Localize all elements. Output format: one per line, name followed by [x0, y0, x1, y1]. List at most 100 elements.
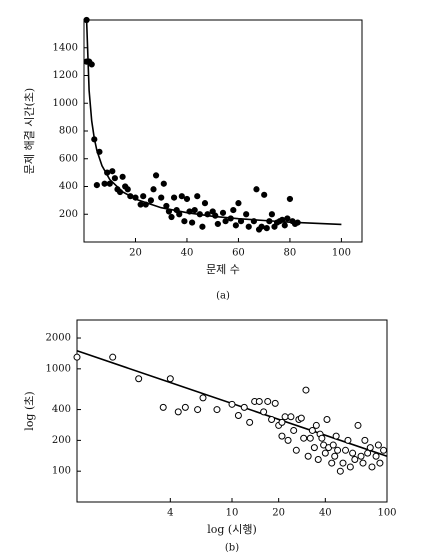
data-point: [91, 136, 98, 143]
data-point: [212, 212, 219, 219]
data-point: [302, 386, 310, 394]
data-point: [194, 406, 202, 414]
data-point: [263, 225, 270, 232]
data-point: [357, 452, 365, 460]
y-tick-label: 100: [52, 466, 71, 477]
y-tick-label: 1200: [53, 70, 78, 81]
data-point: [314, 456, 322, 464]
data-point: [227, 215, 234, 222]
x-tick-label: 20: [272, 508, 285, 519]
data-point: [321, 449, 329, 457]
fit-curve: [85, 19, 342, 226]
y-tick-label: 1000: [53, 98, 78, 109]
data-point: [194, 193, 201, 200]
data-point: [183, 195, 191, 203]
data-point: [245, 223, 252, 230]
data-point: [342, 446, 350, 454]
data-point: [191, 206, 198, 214]
data-point: [380, 446, 388, 454]
data-point: [189, 219, 196, 226]
data-point: [304, 452, 312, 460]
data-point: [174, 408, 182, 416]
data-point: [106, 180, 113, 187]
data-point: [230, 206, 237, 214]
data-point: [163, 202, 170, 210]
data-point: [349, 449, 357, 457]
data-point: [287, 413, 295, 421]
data-point: [278, 418, 286, 426]
data-point: [329, 441, 337, 449]
data-point: [219, 209, 227, 216]
data-point: [73, 353, 81, 361]
data-point: [328, 459, 336, 467]
x-tick-label: 20: [129, 248, 142, 259]
data-point: [111, 175, 118, 182]
data-point: [312, 421, 320, 429]
data-point: [368, 463, 376, 471]
data-point: [331, 452, 339, 460]
data-point: [213, 406, 221, 414]
data-point: [232, 222, 239, 229]
data-point: [235, 200, 242, 207]
data-point: [266, 218, 273, 225]
data-point: [364, 449, 372, 457]
y-tick-label: 200: [59, 209, 78, 220]
y-tick-label: 400: [59, 181, 78, 192]
data-point: [372, 452, 380, 460]
data-point: [300, 434, 308, 442]
y-tick-label: 1000: [46, 363, 71, 374]
data-point: [240, 403, 248, 411]
data-point: [281, 413, 289, 421]
data-point: [83, 16, 90, 24]
data-point: [264, 397, 272, 405]
data-point: [336, 467, 344, 475]
data-point: [332, 432, 340, 440]
data-point: [204, 211, 211, 218]
data-point: [260, 408, 268, 416]
data-point: [268, 211, 276, 218]
x-tick-label: 80: [284, 248, 297, 259]
data-point: [271, 399, 279, 407]
data-point: [96, 148, 103, 155]
data-point: [135, 375, 143, 383]
data-point: [137, 201, 144, 208]
data-point: [170, 194, 178, 201]
data-point: [284, 436, 292, 444]
data-point: [361, 436, 369, 444]
x-axis-label: log (시행): [207, 523, 257, 536]
data-point: [104, 169, 111, 176]
data-point: [306, 434, 314, 442]
x-tick-label: 40: [181, 248, 194, 259]
data-point: [243, 211, 250, 218]
x-tick-label: 10: [226, 508, 239, 519]
y-tick-label: 2000: [46, 333, 71, 344]
data-point: [278, 432, 286, 440]
data-point: [281, 222, 288, 229]
data-point: [253, 186, 260, 193]
x-tick-label: 100: [332, 248, 351, 259]
data-point: [261, 191, 268, 198]
data-point: [199, 394, 207, 402]
data-point: [160, 180, 167, 187]
x-tick-label: 60: [232, 248, 245, 259]
data-point: [109, 168, 116, 175]
data-point: [158, 194, 165, 201]
data-point: [109, 353, 117, 361]
data-point: [116, 188, 124, 196]
data-point: [222, 218, 229, 225]
data-point: [376, 459, 384, 467]
data-point: [310, 444, 318, 452]
data-point: [196, 211, 203, 218]
data-point: [308, 426, 316, 434]
data-point: [344, 436, 352, 444]
data-point: [246, 418, 254, 426]
data-point: [228, 400, 236, 408]
data-point: [168, 213, 175, 221]
data-point: [119, 173, 126, 180]
data-point: [181, 218, 188, 225]
data-point: [318, 434, 326, 442]
data-point: [159, 403, 167, 411]
data-point: [346, 463, 354, 471]
data-point: [374, 441, 382, 449]
data-point: [237, 218, 245, 225]
